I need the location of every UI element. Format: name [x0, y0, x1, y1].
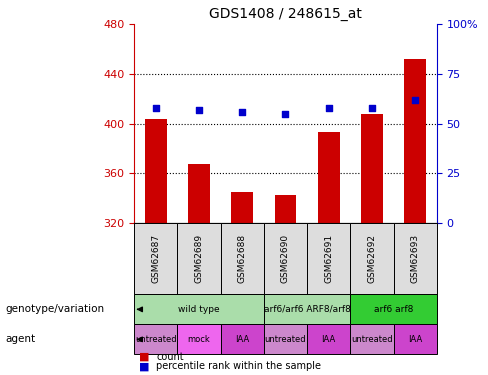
- Bar: [264, 324, 307, 354]
- Point: [152, 105, 160, 111]
- Bar: [307, 324, 350, 354]
- Bar: [307, 223, 350, 294]
- Bar: [221, 223, 264, 294]
- Text: GSM62693: GSM62693: [410, 234, 420, 284]
- Text: agent: agent: [5, 334, 35, 344]
- Bar: [405, 59, 426, 223]
- Text: percentile rank within the sample: percentile rank within the sample: [156, 362, 321, 371]
- Bar: [145, 119, 166, 223]
- Bar: [393, 223, 437, 294]
- Bar: [231, 192, 253, 223]
- Text: arf6 arf8: arf6 arf8: [374, 305, 413, 314]
- Bar: [361, 114, 383, 223]
- Text: GSM62687: GSM62687: [151, 234, 161, 284]
- Bar: [350, 294, 437, 324]
- Bar: [188, 164, 210, 223]
- Text: GSM62691: GSM62691: [324, 234, 333, 284]
- Bar: [393, 324, 437, 354]
- Text: GSM62690: GSM62690: [281, 234, 290, 284]
- Text: GSM62689: GSM62689: [195, 234, 203, 284]
- Bar: [318, 132, 340, 223]
- Bar: [350, 223, 393, 294]
- Text: untreated: untreated: [264, 335, 306, 344]
- Text: IAA: IAA: [322, 335, 336, 344]
- Bar: [178, 324, 221, 354]
- Text: ■: ■: [139, 352, 150, 362]
- Text: mock: mock: [188, 335, 210, 344]
- Bar: [134, 294, 264, 324]
- Text: genotype/variation: genotype/variation: [5, 304, 104, 314]
- Point: [325, 105, 333, 111]
- Text: GSM62692: GSM62692: [367, 234, 376, 283]
- Bar: [178, 223, 221, 294]
- Point: [238, 109, 246, 115]
- Bar: [134, 223, 178, 294]
- Text: ■: ■: [139, 362, 150, 371]
- Text: IAA: IAA: [408, 335, 422, 344]
- Bar: [221, 324, 264, 354]
- Point: [411, 97, 419, 103]
- Text: arf6/arf6 ARF8/arf8: arf6/arf6 ARF8/arf8: [264, 305, 350, 314]
- Bar: [275, 195, 296, 223]
- Point: [282, 111, 289, 117]
- Text: count: count: [156, 352, 184, 362]
- Title: GDS1408 / 248615_at: GDS1408 / 248615_at: [209, 7, 362, 21]
- Point: [368, 105, 376, 111]
- Bar: [134, 324, 178, 354]
- Text: GSM62688: GSM62688: [238, 234, 247, 284]
- Bar: [264, 294, 350, 324]
- Text: wild type: wild type: [178, 305, 220, 314]
- Text: untreated: untreated: [351, 335, 393, 344]
- Bar: [350, 324, 393, 354]
- Bar: [264, 223, 307, 294]
- Text: IAA: IAA: [235, 335, 249, 344]
- Text: untreated: untreated: [135, 335, 177, 344]
- Point: [195, 107, 203, 113]
